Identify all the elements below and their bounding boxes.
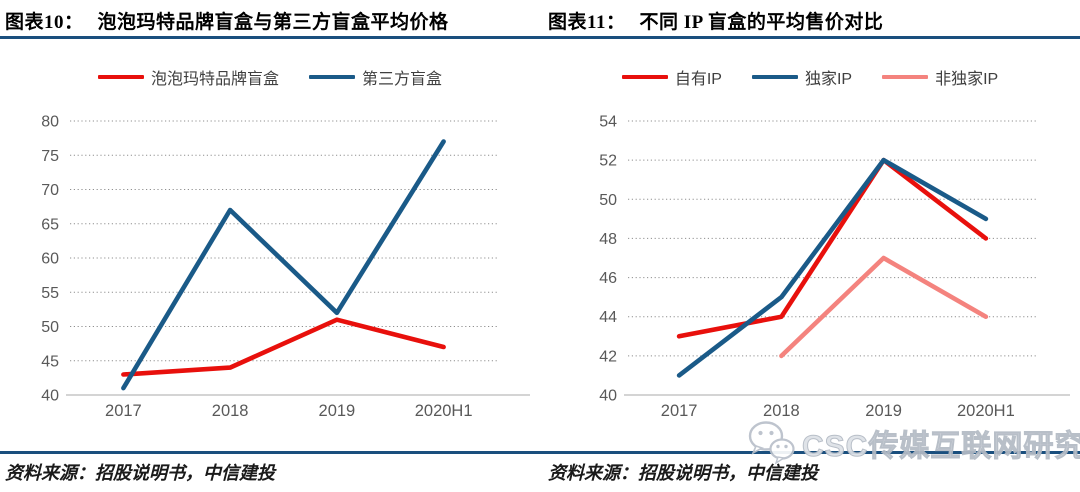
legend-label: 非独家IP bbox=[935, 71, 999, 88]
top-rule bbox=[0, 36, 1080, 39]
y-tick-label: 70 bbox=[41, 182, 59, 199]
y-axis-labels: 40 42 44 46 48 50 52 54 bbox=[599, 114, 617, 405]
y-tick-label: 42 bbox=[599, 348, 617, 365]
line-chart-left: 40 45 50 55 60 65 70 75 80 2017 2018 2019 2020H1 bbox=[41, 114, 530, 420]
x-tick-label: 2017 bbox=[661, 402, 698, 420]
gridlines bbox=[66, 120, 530, 396]
series-line bbox=[121, 139, 446, 391]
wechat-icon bbox=[748, 421, 795, 465]
x-axis-labels: 2017 2018 2019 2020H1 bbox=[105, 402, 473, 420]
legend-line-swatch bbox=[882, 74, 929, 80]
y-tick-label: 44 bbox=[599, 309, 617, 326]
source-note-right: 资料来源：招股说明书，中信建投 bbox=[548, 463, 818, 483]
figure-title-right: 图表11： 不同 IP 盲盒的平均售价对比 bbox=[548, 7, 883, 34]
legend-label: 独家IP bbox=[804, 71, 853, 88]
watermark-text: CSC传媒互联网研究 bbox=[801, 430, 1080, 464]
legend-item: 非独家IP bbox=[882, 65, 998, 89]
y-tick-label: 80 bbox=[41, 114, 59, 131]
series-line bbox=[779, 255, 989, 359]
figure-label-right: 图表11： bbox=[548, 12, 626, 33]
legend-line-swatch bbox=[309, 74, 355, 80]
gridlines bbox=[624, 120, 1070, 396]
legend-label: 第三方盲盒 bbox=[362, 71, 443, 88]
line-chart-right: 40 42 44 46 48 50 52 54 2017 2018 2019 2020H1 bbox=[599, 114, 1070, 420]
legend-item: 独家IP bbox=[751, 65, 853, 89]
x-tick-label: 2019 bbox=[319, 402, 356, 420]
y-tick-label: 48 bbox=[599, 231, 617, 248]
y-tick-label: 55 bbox=[41, 285, 59, 302]
x-tick-label: 2020H1 bbox=[415, 402, 473, 420]
y-axis-labels: 40 45 50 55 60 65 70 75 80 bbox=[41, 114, 59, 405]
figure-title-left: 图表10： 泡泡玛特品牌盲盒与第三方盲盒平均价格 bbox=[5, 7, 449, 34]
y-tick-label: 45 bbox=[41, 353, 59, 370]
watermark: CSC传媒互联网研究 bbox=[746, 419, 1080, 467]
x-tick-label: 2019 bbox=[865, 402, 902, 420]
y-tick-label: 60 bbox=[41, 251, 59, 268]
chart-panel-left: 泡泡玛特品牌盲盒 第三方盲盒 40 45 50 55 60 65 70 75 80 2017 2018… bbox=[0, 44, 540, 444]
legend-label: 泡泡玛特品牌盲盒 bbox=[150, 71, 279, 88]
figure-title-text-left: 泡泡玛特品牌盲盒与第三方盲盒平均价格 bbox=[97, 12, 449, 33]
legend-line-swatch bbox=[751, 74, 798, 80]
y-tick-label: 40 bbox=[599, 388, 617, 405]
series-line bbox=[121, 317, 446, 377]
x-tick-label: 2020H1 bbox=[957, 402, 1015, 420]
legend-label: 自有IP bbox=[674, 71, 722, 88]
x-axis-labels: 2017 2018 2019 2020H1 bbox=[661, 402, 1015, 420]
y-tick-label: 50 bbox=[41, 319, 59, 336]
figure-title-text-right: 不同 IP 盲盒的平均售价对比 bbox=[639, 12, 884, 33]
series-lines bbox=[676, 157, 989, 378]
y-tick-label: 75 bbox=[41, 148, 59, 165]
figure-label-left: 图表10： bbox=[5, 12, 84, 33]
y-tick-label: 65 bbox=[41, 216, 59, 233]
x-tick-label: 2018 bbox=[212, 402, 249, 420]
series-line bbox=[676, 157, 989, 339]
legend-item: 自有IP bbox=[621, 65, 722, 89]
legend-item: 第三方盲盒 bbox=[309, 65, 442, 89]
legend-left: 泡泡玛特品牌盲盒 第三方盲盒 bbox=[0, 66, 540, 88]
legend-line-swatch bbox=[97, 74, 144, 80]
legend-line-swatch bbox=[621, 74, 668, 80]
y-tick-label: 46 bbox=[599, 270, 617, 287]
chart-panel-right: 自有IP 独家IP 非独家IP 40 42 44 46 48 50 52 54 2017 2018 20… bbox=[540, 44, 1080, 444]
legend-item: 泡泡玛特品牌盲盒 bbox=[97, 65, 279, 89]
y-tick-label: 54 bbox=[599, 114, 617, 131]
legend-right: 自有IP 独家IP 非独家IP bbox=[540, 66, 1080, 88]
series-line bbox=[676, 157, 989, 378]
y-tick-label: 50 bbox=[599, 192, 617, 209]
source-note-left: 资料来源：招股说明书，中信建投 bbox=[5, 463, 275, 483]
bottom-rule bbox=[0, 451, 1080, 454]
y-tick-label: 52 bbox=[599, 153, 617, 170]
series-lines bbox=[121, 139, 446, 391]
y-tick-label: 40 bbox=[41, 388, 59, 405]
x-tick-label: 2018 bbox=[763, 402, 800, 420]
x-tick-label: 2017 bbox=[105, 402, 142, 420]
